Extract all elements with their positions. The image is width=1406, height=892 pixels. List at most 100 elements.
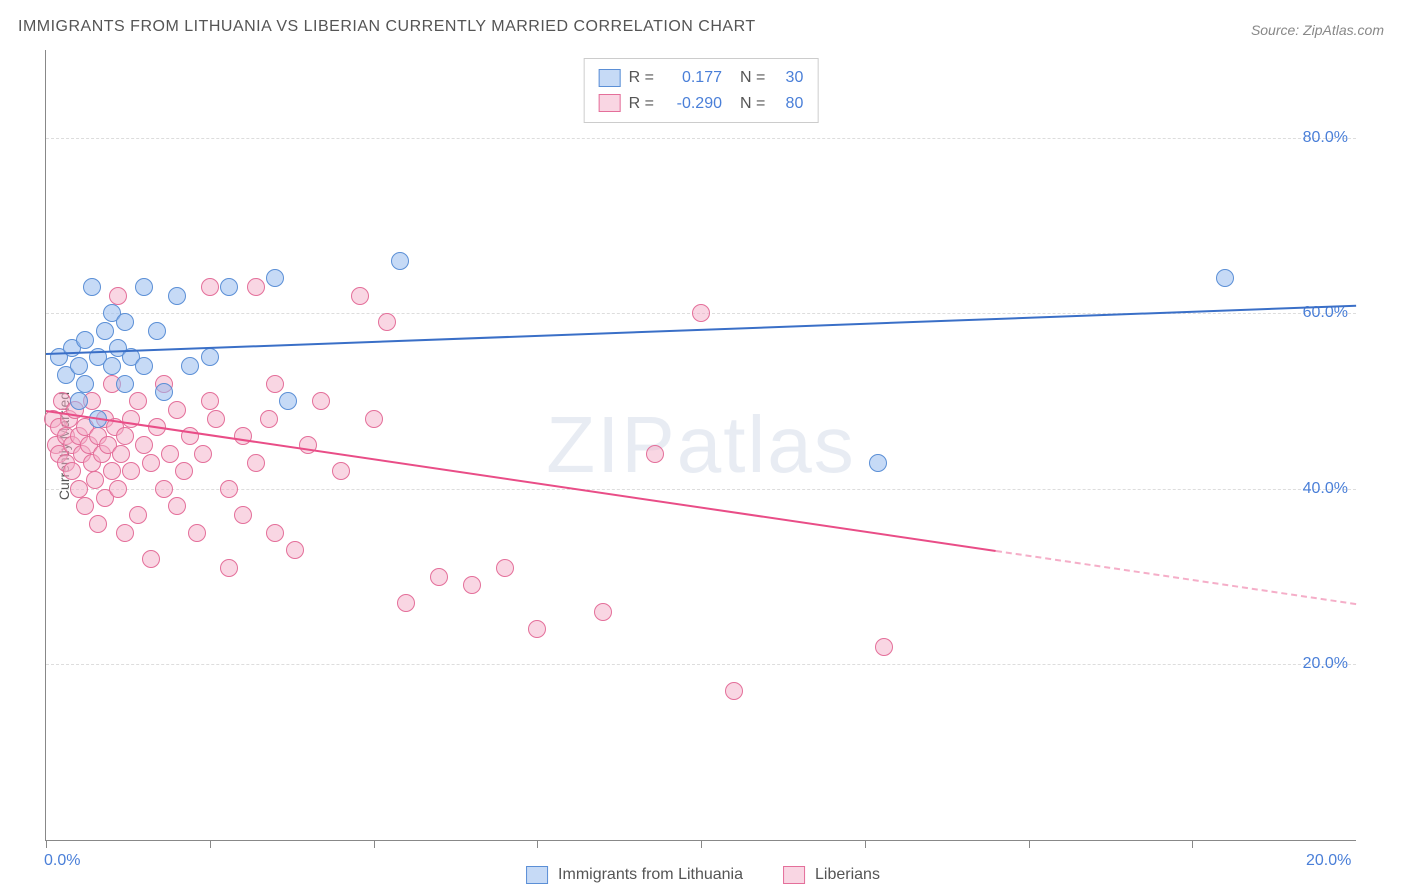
n-value-lithuania: 30: [773, 65, 803, 91]
data-point-liberians: [646, 445, 664, 463]
data-point-lithuania: [155, 383, 173, 401]
data-point-liberians: [247, 454, 265, 472]
gridline: [46, 664, 1356, 665]
data-point-lithuania: [76, 331, 94, 349]
data-point-lithuania: [391, 252, 409, 270]
data-point-liberians: [875, 638, 893, 656]
data-point-liberians: [266, 375, 284, 393]
data-point-liberians: [496, 559, 514, 577]
data-point-liberians: [109, 480, 127, 498]
data-point-liberians: [161, 445, 179, 463]
chart-title: IMMIGRANTS FROM LITHUANIA VS LIBERIAN CU…: [18, 18, 756, 36]
data-point-liberians: [63, 462, 81, 480]
data-point-lithuania: [116, 375, 134, 393]
data-point-liberians: [594, 603, 612, 621]
data-point-liberians: [430, 568, 448, 586]
data-point-liberians: [220, 559, 238, 577]
x-tick: [865, 840, 866, 848]
data-point-liberians: [365, 410, 383, 428]
data-point-liberians: [168, 401, 186, 419]
r-label: R =: [629, 91, 654, 117]
source-attribution: Source: ZipAtlas.com: [1251, 22, 1384, 38]
n-label: N =: [740, 91, 765, 117]
x-tick: [1192, 840, 1193, 848]
data-point-liberians: [286, 541, 304, 559]
data-point-lithuania: [70, 392, 88, 410]
data-point-liberians: [129, 392, 147, 410]
x-tick: [374, 840, 375, 848]
data-point-liberians: [155, 480, 173, 498]
legend-label-lithuania: Immigrants from Lithuania: [558, 866, 743, 884]
legend-item-liberians: Liberians: [783, 866, 880, 884]
data-point-liberians: [692, 304, 710, 322]
data-point-liberians: [725, 682, 743, 700]
legend-swatch-lithuania: [599, 69, 621, 87]
source-name: ZipAtlas.com: [1303, 22, 1384, 38]
y-tick-label: 20.0%: [1303, 655, 1348, 673]
data-point-lithuania: [201, 348, 219, 366]
source-prefix: Source:: [1251, 22, 1303, 38]
stats-row-liberians: R =-0.290N =80: [599, 91, 804, 117]
data-point-liberians: [234, 506, 252, 524]
watermark: ZIPatlas: [546, 399, 855, 491]
trend-line-liberians-extrapolated: [996, 550, 1357, 605]
x-tick: [210, 840, 211, 848]
data-point-lithuania: [135, 357, 153, 375]
data-point-liberians: [76, 497, 94, 515]
data-point-lithuania: [70, 357, 88, 375]
r-value-liberians: -0.290: [662, 91, 722, 117]
data-point-lithuania: [266, 269, 284, 287]
data-point-liberians: [188, 524, 206, 542]
data-point-liberians: [332, 462, 350, 480]
y-tick-label: 40.0%: [1303, 480, 1348, 498]
x-tick: [537, 840, 538, 848]
data-point-liberians: [122, 462, 140, 480]
data-point-lithuania: [83, 278, 101, 296]
data-point-liberians: [266, 524, 284, 542]
x-tick: [701, 840, 702, 848]
data-point-lithuania: [168, 287, 186, 305]
data-point-lithuania: [148, 322, 166, 340]
data-point-liberians: [135, 436, 153, 454]
data-point-liberians: [397, 594, 415, 612]
data-point-liberians: [234, 427, 252, 445]
x-tick-label: 20.0%: [1306, 852, 1351, 870]
data-point-lithuania: [1216, 269, 1234, 287]
data-point-liberians: [89, 515, 107, 533]
data-point-liberians: [528, 620, 546, 638]
legend-swatch-lithuania: [526, 866, 548, 884]
data-point-lithuania: [96, 322, 114, 340]
data-point-lithuania: [135, 278, 153, 296]
data-point-liberians: [312, 392, 330, 410]
data-point-liberians: [142, 550, 160, 568]
plot-area: ZIPatlas R =0.177N =30R =-0.290N =80 20.…: [45, 50, 1356, 841]
data-point-liberians: [260, 410, 278, 428]
bottom-legend: Immigrants from Lithuania Liberians: [526, 866, 880, 884]
data-point-liberians: [129, 506, 147, 524]
data-point-liberians: [103, 462, 121, 480]
gridline: [46, 489, 1356, 490]
x-tick: [1029, 840, 1030, 848]
legend-label-liberians: Liberians: [815, 866, 880, 884]
data-point-lithuania: [181, 357, 199, 375]
data-point-liberians: [201, 278, 219, 296]
data-point-lithuania: [103, 357, 121, 375]
data-point-liberians: [207, 410, 225, 428]
x-tick: [46, 840, 47, 848]
data-point-lithuania: [76, 375, 94, 393]
data-point-liberians: [220, 480, 238, 498]
r-label: R =: [629, 65, 654, 91]
watermark-light: atlas: [677, 400, 856, 489]
data-point-liberians: [351, 287, 369, 305]
legend-swatch-liberians: [783, 866, 805, 884]
data-point-liberians: [86, 471, 104, 489]
data-point-liberians: [463, 576, 481, 594]
data-point-liberians: [112, 445, 130, 463]
correlation-stats-box: R =0.177N =30R =-0.290N =80: [584, 58, 819, 123]
gridline: [46, 138, 1356, 139]
data-point-liberians: [142, 454, 160, 472]
n-label: N =: [740, 65, 765, 91]
data-point-lithuania: [869, 454, 887, 472]
data-point-liberians: [378, 313, 396, 331]
data-point-liberians: [109, 287, 127, 305]
